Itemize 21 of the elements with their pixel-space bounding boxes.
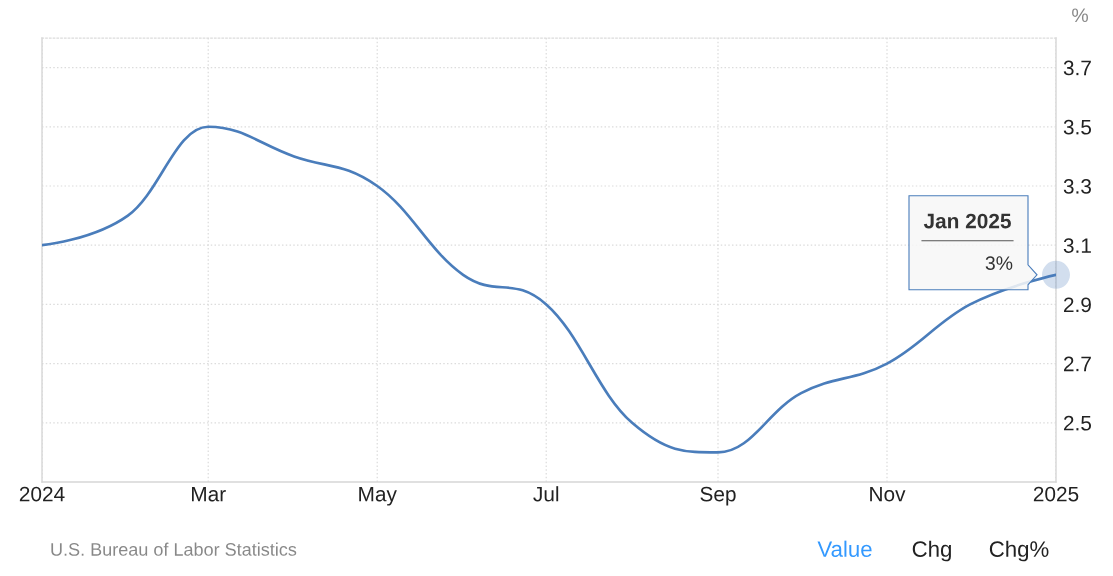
y-tick-label: 3.5: [1063, 119, 1092, 135]
x-tick-label: Nov: [870, 486, 906, 502]
x-tick-label: Sep: [700, 486, 736, 506]
y-tick-label: 2.9: [1063, 297, 1091, 313]
x-tick-label: Jul: [533, 486, 559, 502]
annotation: 3%: [985, 256, 1013, 271]
x-tick-label: 2024: [19, 486, 65, 502]
text: Chg: [912, 540, 951, 562]
text: U.S. Bureau of Labor Statistics: [51, 542, 297, 556]
y-axis-title: %: [1072, 8, 1088, 23]
y-tick-label: 2.5: [1063, 415, 1092, 431]
y-tick-label: 2.7: [1063, 356, 1091, 372]
text: Value: [817, 540, 872, 557]
x-tick-label: 2025: [1033, 486, 1079, 502]
text: Chg%: [989, 540, 1049, 562]
x-tick-label: Mar: [192, 486, 226, 502]
y-tick-label: 3.7: [1063, 60, 1091, 76]
annotation: Jan 2025: [923, 213, 1011, 229]
x-tick-label: May: [359, 486, 397, 506]
y-tick-label: 3.3: [1063, 179, 1091, 194]
y-tick-label: 3.1: [1063, 238, 1091, 253]
